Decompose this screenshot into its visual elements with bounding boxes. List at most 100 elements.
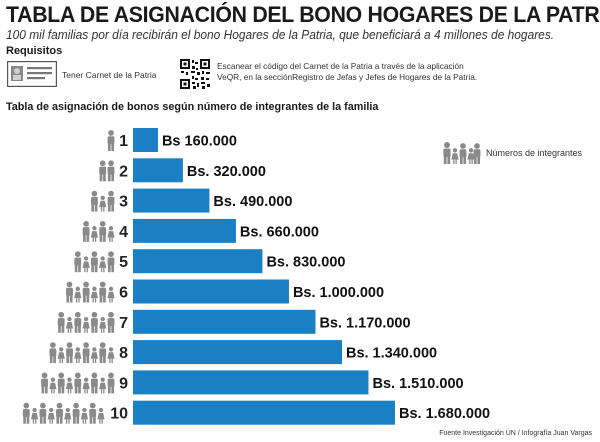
person-icon: [451, 148, 459, 164]
person-icon: [64, 407, 72, 424]
person-icon: [107, 160, 115, 182]
chart-title: Tabla de asignación de bonos según númer…: [6, 101, 379, 113]
person-icon: [459, 143, 467, 164]
person-icon: [99, 281, 107, 303]
person-icon: [82, 377, 90, 394]
requirements-heading: Requisitos: [6, 45, 63, 57]
bar-6: [133, 279, 289, 304]
id-card-icon: [7, 61, 57, 87]
person-icon: [97, 407, 105, 424]
person-icon: [49, 377, 57, 394]
bar-9: [133, 370, 369, 395]
person-icon: [82, 256, 90, 273]
person-icon: [99, 377, 107, 394]
bar-value-label: Bs. 660.000: [240, 224, 319, 240]
person-icon: [74, 347, 82, 364]
page-title: TABLA DE ASIGNACIÓN DEL BONO HOGARES DE …: [6, 2, 600, 27]
requirement-qr-line2: VeQR, en la secciónRegistro de Jefas y J…: [217, 71, 478, 82]
people-icons: [22, 130, 115, 424]
person-icon: [90, 190, 98, 212]
person-icon: [82, 342, 90, 364]
bar-10: [133, 400, 395, 425]
bar-value-label: Bs. 1.680.000: [399, 406, 490, 422]
category-label: 7: [119, 315, 128, 332]
person-icon: [82, 281, 90, 303]
person-icon: [443, 142, 451, 164]
person-icon: [90, 311, 98, 333]
category-label: 10: [110, 406, 128, 423]
source-credit: Fuente Investigación ÚN / Infografía Jua…: [439, 430, 592, 437]
person-icon: [66, 342, 73, 364]
person-icon: [107, 251, 115, 273]
category-label: 1: [119, 133, 128, 150]
person-icon: [107, 372, 115, 394]
person-icon: [89, 402, 97, 424]
person-icon: [57, 311, 65, 333]
person-icon: [473, 143, 481, 164]
bar-5: [133, 249, 263, 274]
person-icon: [66, 281, 73, 303]
requirement-qr: Escanear el código del Carnet de la Patr…: [217, 61, 517, 83]
category-label: 4: [119, 224, 128, 241]
person-icon: [467, 148, 475, 164]
person-icon: [22, 402, 30, 424]
person-icon: [74, 251, 82, 273]
person-icon: [99, 221, 107, 242]
person-icon: [107, 286, 115, 303]
person-icon: [90, 286, 98, 303]
bar-2: [133, 158, 183, 183]
bar-7: [133, 309, 316, 334]
person-icon: [74, 311, 82, 333]
bar-value-label: Bs. 320.000: [187, 164, 266, 180]
person-icon: [82, 316, 90, 333]
person-icon: [65, 377, 74, 394]
person-icon: [107, 226, 115, 242]
bar-4: [133, 218, 236, 243]
person-icon: [99, 256, 107, 273]
person-icon: [47, 407, 55, 424]
category-label: 3: [119, 194, 128, 211]
person-icon: [31, 407, 39, 424]
person-icon: [99, 160, 107, 182]
person-icon: [74, 286, 82, 303]
page-subtitle: 100 mil familias por día recibirán el bo…: [6, 28, 555, 42]
bar-8: [133, 340, 342, 365]
category-label: 8: [119, 345, 128, 362]
person-icon: [49, 342, 57, 364]
bar-value-label: Bs. 490.000: [213, 194, 292, 210]
person-icon: [39, 402, 47, 424]
person-icon: [74, 372, 82, 394]
legend: Números de integrantes: [443, 142, 582, 164]
bar-1: [133, 128, 158, 152]
legend-label: Números de integrantes: [486, 148, 583, 158]
bar-value-label: Bs. 1.510.000: [372, 376, 463, 392]
person-icon: [107, 190, 115, 212]
person-icon: [90, 251, 98, 273]
requirement-qr-line1: Escanear el código del Carnet de la Patr…: [217, 61, 464, 71]
category-label: 6: [119, 285, 128, 302]
family-icon: [443, 142, 481, 164]
person-icon: [99, 342, 107, 364]
category-label: 2: [119, 163, 128, 180]
person-icon: [72, 402, 80, 424]
person-icon: [99, 195, 107, 212]
requirement-carnet: Tener Carnet de la Patria: [62, 70, 157, 80]
qr-code-icon: [179, 58, 211, 90]
person-icon: [57, 372, 65, 394]
bars: Bs 160.000 1 Bs. 320.000 2 Bs. 490.000 3 Bs. 6…: [110, 128, 490, 425]
person-icon: [107, 347, 115, 364]
category-label: 9: [119, 375, 128, 392]
person-icon: [41, 372, 49, 394]
bar-value-label: Bs. 1.170.000: [319, 315, 410, 331]
bar-value-label: Bs. 1.000.000: [293, 285, 384, 301]
person-icon: [90, 372, 98, 394]
person-icon: [82, 221, 90, 242]
person-icon: [65, 316, 74, 333]
person-icon: [80, 407, 88, 424]
person-icon: [56, 402, 63, 424]
person-icon: [90, 226, 98, 242]
category-label: 5: [119, 254, 128, 271]
bar-value-label: Bs. 830.000: [266, 255, 345, 271]
person-icon: [99, 316, 107, 333]
